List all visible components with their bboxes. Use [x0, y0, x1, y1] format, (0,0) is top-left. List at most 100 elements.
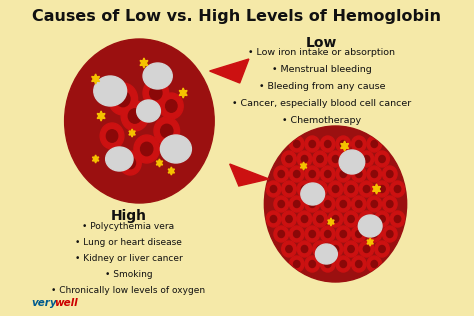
Ellipse shape [160, 135, 191, 163]
Circle shape [320, 226, 335, 242]
Circle shape [340, 230, 346, 238]
Circle shape [150, 86, 162, 100]
Polygon shape [140, 58, 148, 68]
Circle shape [274, 226, 289, 242]
Circle shape [383, 166, 397, 182]
Circle shape [325, 141, 331, 148]
Polygon shape [179, 88, 187, 98]
Text: • Chronically low levels of oxygen: • Chronically low levels of oxygen [51, 286, 206, 295]
Circle shape [367, 226, 382, 242]
Circle shape [159, 93, 183, 119]
Circle shape [286, 185, 292, 192]
Circle shape [332, 216, 339, 222]
Polygon shape [97, 111, 105, 121]
Circle shape [344, 151, 358, 167]
Text: High: High [110, 209, 146, 223]
Circle shape [317, 216, 323, 222]
Circle shape [379, 155, 385, 162]
Circle shape [375, 151, 389, 167]
Circle shape [352, 226, 366, 242]
Circle shape [64, 39, 214, 203]
Circle shape [356, 200, 362, 208]
Circle shape [286, 216, 292, 222]
Circle shape [371, 141, 377, 148]
Circle shape [328, 211, 343, 227]
Circle shape [161, 124, 173, 138]
Circle shape [359, 241, 374, 257]
Polygon shape [373, 184, 381, 194]
Circle shape [266, 181, 281, 197]
Circle shape [305, 166, 319, 182]
Circle shape [317, 185, 323, 192]
Circle shape [387, 170, 393, 178]
Circle shape [363, 246, 370, 252]
Circle shape [352, 166, 366, 182]
Text: very: very [32, 298, 57, 308]
Circle shape [313, 151, 328, 167]
Circle shape [143, 79, 169, 107]
Circle shape [394, 216, 401, 222]
Text: Causes of Low vs. High Levels of Hemoglobin: Causes of Low vs. High Levels of Hemoglo… [33, 9, 441, 24]
Polygon shape [230, 164, 269, 186]
Circle shape [336, 136, 351, 152]
Circle shape [325, 200, 331, 208]
Circle shape [363, 216, 370, 222]
Circle shape [387, 200, 393, 208]
Circle shape [348, 185, 354, 192]
Circle shape [301, 216, 308, 222]
Circle shape [359, 181, 374, 197]
Circle shape [348, 155, 354, 162]
Circle shape [270, 185, 277, 192]
Circle shape [290, 226, 304, 242]
Circle shape [320, 256, 335, 272]
Circle shape [367, 196, 382, 212]
Circle shape [320, 196, 335, 212]
Circle shape [309, 230, 316, 238]
Circle shape [154, 117, 180, 145]
Text: • Menstrual bleeding: • Menstrual bleeding [272, 65, 372, 74]
Circle shape [165, 100, 177, 112]
Circle shape [356, 141, 362, 148]
Circle shape [119, 151, 141, 175]
Circle shape [266, 211, 281, 227]
Circle shape [356, 260, 362, 268]
Circle shape [309, 170, 316, 178]
Circle shape [297, 241, 312, 257]
Circle shape [286, 155, 292, 162]
Circle shape [352, 196, 366, 212]
Circle shape [379, 185, 385, 192]
Circle shape [309, 141, 316, 148]
Circle shape [363, 155, 370, 162]
Circle shape [317, 155, 323, 162]
Circle shape [290, 136, 304, 152]
Circle shape [383, 196, 397, 212]
Circle shape [121, 101, 148, 131]
Circle shape [278, 200, 284, 208]
Circle shape [336, 166, 351, 182]
Ellipse shape [315, 244, 337, 264]
Circle shape [274, 166, 289, 182]
Circle shape [375, 181, 389, 197]
Circle shape [371, 260, 377, 268]
Circle shape [359, 151, 374, 167]
Circle shape [293, 200, 300, 208]
Circle shape [274, 196, 289, 212]
Circle shape [282, 181, 296, 197]
Circle shape [313, 241, 328, 257]
Polygon shape [91, 74, 100, 84]
Circle shape [278, 230, 284, 238]
Circle shape [367, 136, 382, 152]
Circle shape [293, 170, 300, 178]
Text: • Low iron intake or absorption: • Low iron intake or absorption [248, 48, 395, 57]
Circle shape [332, 246, 339, 252]
Circle shape [301, 246, 308, 252]
Polygon shape [92, 155, 99, 163]
Polygon shape [367, 238, 374, 246]
Circle shape [371, 230, 377, 238]
Text: • Kidney or liver cancer: • Kidney or liver cancer [74, 254, 182, 263]
Ellipse shape [339, 150, 365, 174]
Polygon shape [156, 159, 163, 167]
Circle shape [371, 200, 377, 208]
Circle shape [379, 246, 385, 252]
Circle shape [375, 241, 389, 257]
